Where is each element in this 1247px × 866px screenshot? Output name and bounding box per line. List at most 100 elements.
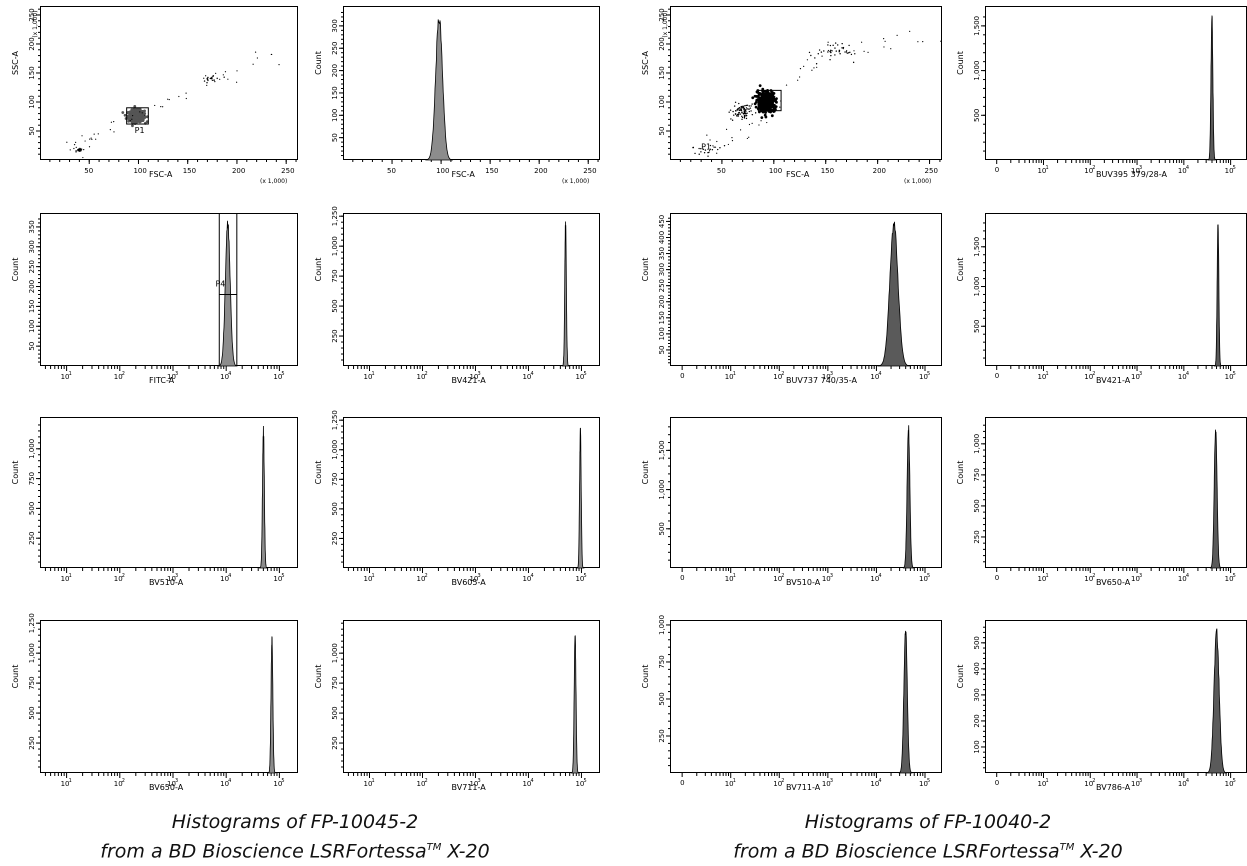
scatter-point <box>716 152 718 154</box>
scatter-point <box>750 105 752 107</box>
x-tick-label: 10 <box>870 575 879 583</box>
y-tick-label: 750 <box>28 676 36 689</box>
scatter-point <box>131 124 134 128</box>
y-tick-label: 500 <box>28 706 36 719</box>
scatter-point <box>758 84 762 88</box>
x-tick-exponent: 5 <box>583 573 586 579</box>
scatter-point <box>909 30 911 32</box>
scatter-point <box>806 59 809 61</box>
x-tick-exponent: 3 <box>477 573 480 579</box>
y-tick-label: 1,500 <box>973 237 981 257</box>
x-tick-exponent: 2 <box>781 371 784 377</box>
y-tick-label: 350 <box>658 247 666 260</box>
x-tick-exponent: 4 <box>878 371 881 377</box>
scatter-point <box>771 93 775 97</box>
scatter-point <box>727 143 729 146</box>
x-tick-exponent: 5 <box>281 778 284 784</box>
x-tick-label: 10 <box>1037 373 1046 381</box>
x-tick-exponent: 1 <box>733 371 736 377</box>
y-tick-label: 750 <box>331 473 339 486</box>
chart-panel-l3: 10 1 10 2 10 3 10 4 10 550100150200250300350FITC-… <box>11 213 298 385</box>
scatter-point <box>185 92 187 94</box>
scatter-point <box>842 46 845 49</box>
scatter-point <box>227 78 229 80</box>
y-tick-label: 250 <box>658 8 666 21</box>
x-tick-label: 10 <box>522 373 531 381</box>
y-tick-label: 750 <box>658 655 666 668</box>
caption-right-line2: from a BD Bioscience LSRFortessaTM X-20 <box>733 840 1123 863</box>
y-tick-label: 1,250 <box>331 206 339 226</box>
histogram-peak <box>877 221 911 367</box>
scatter-point <box>737 115 740 117</box>
chart-panel-l6: 10 1 10 2 10 3 10 4 10 52505007501,0001,250BV605-… <box>314 410 600 587</box>
x-tick-exponent: 2 <box>424 573 427 579</box>
x-tick-exponent: 5 <box>281 573 284 579</box>
x-axis-label: BV605-A <box>452 578 487 587</box>
x-tick-label: 10 <box>822 373 831 381</box>
x-tick-exponent: 4 <box>878 573 881 579</box>
y-tick-label: 300 <box>973 688 981 701</box>
scatter-point <box>731 119 734 121</box>
plot-frame <box>40 620 298 773</box>
x-tick-exponent: 3 <box>477 371 480 377</box>
scatter-point <box>772 98 776 101</box>
y-tick-label: 200 <box>973 714 981 727</box>
scatter-point <box>80 150 82 152</box>
scatter-point <box>733 105 736 107</box>
scatter-point <box>712 145 714 147</box>
x-tick-label: 10 <box>1084 373 1093 381</box>
scatter-point <box>830 49 832 52</box>
plot-frame <box>985 417 1247 568</box>
x-tick-exponent: 4 <box>228 573 231 579</box>
y-tick-label: 300 <box>658 263 666 276</box>
scatter-point <box>730 118 732 120</box>
y-tick-label: 1,000 <box>973 434 981 454</box>
x-tick-exponent: 2 <box>781 778 784 784</box>
x-tick-exponent: 1 <box>733 573 736 579</box>
scatter-point <box>73 144 76 146</box>
scatter-point <box>841 42 843 45</box>
caption-right: Histograms of FP-10040-2 from a BD Biosc… <box>648 810 1208 864</box>
scatter-point <box>853 50 855 52</box>
x-tick-exponent: 3 <box>175 573 178 579</box>
x-tick-label: 10 <box>1225 167 1234 175</box>
y-tick-label: 250 <box>658 279 666 292</box>
x-tick-exponent: 1 <box>69 573 72 579</box>
scatter-point <box>694 152 696 155</box>
scatter-point <box>779 106 781 108</box>
scatter-point <box>846 52 849 54</box>
scatter-point <box>141 112 143 114</box>
scatter-point <box>739 109 741 111</box>
scatter-point <box>817 53 819 55</box>
x-tick-exponent: 4 <box>228 778 231 784</box>
y-tick-label: 250 <box>331 736 339 749</box>
caption-left-line2: from a BD Bioscience LSRFortessaTM X-20 <box>100 840 490 863</box>
x-tick-label: 0 <box>995 166 999 174</box>
scatter-point <box>734 113 737 115</box>
x-tick-exponent: 4 <box>530 778 533 784</box>
y-tick-label: 200 <box>658 295 666 308</box>
scatter-point <box>815 63 818 65</box>
scatter-point <box>917 41 919 43</box>
x-tick-label: 10 <box>363 575 372 583</box>
scatter-point <box>751 103 753 105</box>
scatter-point <box>75 141 77 143</box>
x-tick-exponent: 5 <box>1233 371 1236 377</box>
scatter-point <box>223 76 225 78</box>
scatter-point <box>760 100 763 104</box>
x-tick-label: 10 <box>1084 780 1093 788</box>
scatter-point <box>79 148 82 150</box>
x-tick-label: 10 <box>870 373 879 381</box>
scatter-point <box>772 105 775 109</box>
scatter-point <box>109 129 111 131</box>
scatter-point <box>75 146 77 148</box>
scatter-point <box>764 115 767 117</box>
scatter-point <box>750 110 752 112</box>
chart-panel-r8: 0 10 1 10 2 10 3 10 4 10 5100200300400500BV786-ACo… <box>956 620 1247 792</box>
y-tick-label: 500 <box>331 299 339 312</box>
y-axis-label: Count <box>956 258 965 282</box>
x-axis-label: FSC-A <box>452 170 476 179</box>
scatter-point <box>168 98 170 101</box>
y-tick-label: 400 <box>973 662 981 675</box>
y-tick-label: 250 <box>28 736 36 749</box>
